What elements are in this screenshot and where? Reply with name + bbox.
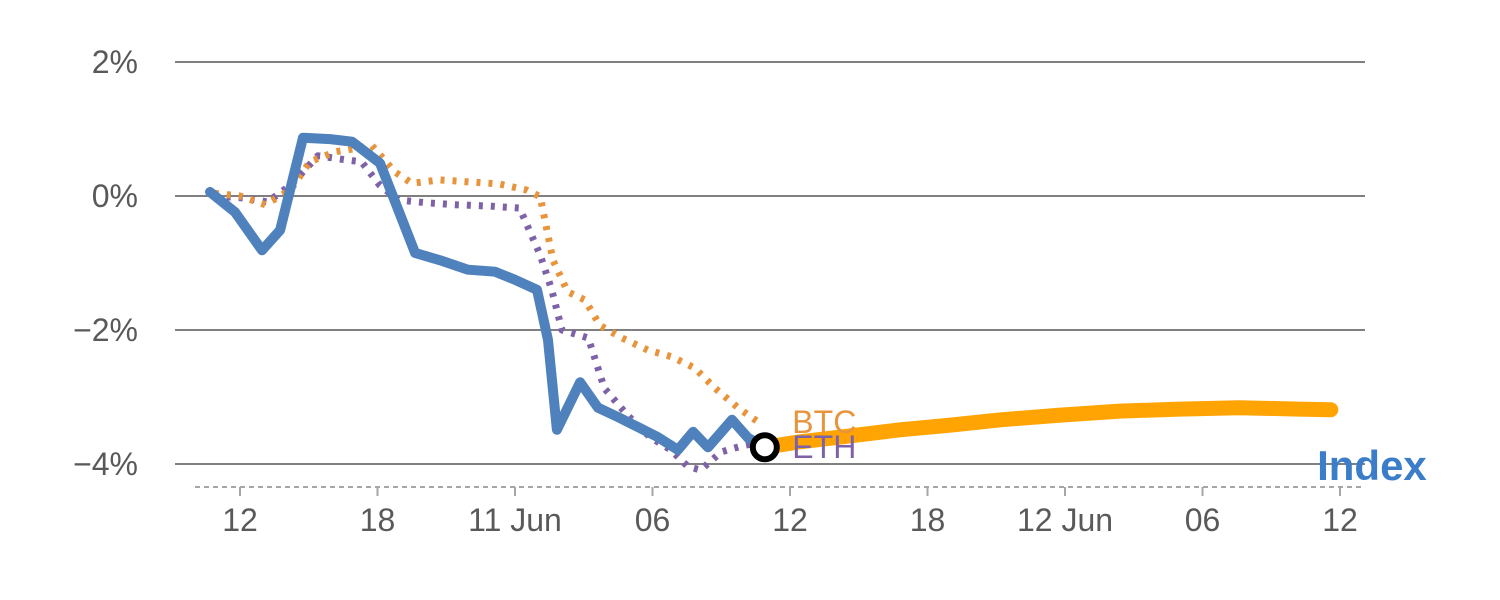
x-tick-label: 06 xyxy=(1185,502,1221,538)
x-tick-label: 12 xyxy=(772,502,808,538)
series-eth-line xyxy=(214,152,757,474)
x-tick-label: 18 xyxy=(910,502,946,538)
y-tick-label: 2% xyxy=(92,44,138,80)
x-tick-label: 18 xyxy=(360,502,396,538)
x-tick-label: 12 xyxy=(1322,502,1358,538)
series-index-line xyxy=(205,132,770,455)
series-label-index: Index xyxy=(1317,442,1427,489)
y-tick-label: 0% xyxy=(92,178,138,214)
y-tick-label: −4% xyxy=(73,446,138,482)
x-tick-label: 12 Jun xyxy=(1017,502,1113,538)
series-label-eth: ETH xyxy=(792,429,856,465)
series-index-projection-line xyxy=(757,400,1339,455)
current-point-marker xyxy=(749,432,780,463)
x-tick-label: 06 xyxy=(635,502,671,538)
y-tick-label: −2% xyxy=(73,312,138,348)
x-tick-label: 12 xyxy=(222,502,258,538)
series-label-btc: BTC xyxy=(792,404,856,440)
x-tick-label: 11 Jun xyxy=(468,502,562,538)
series-btc-line xyxy=(214,142,760,425)
